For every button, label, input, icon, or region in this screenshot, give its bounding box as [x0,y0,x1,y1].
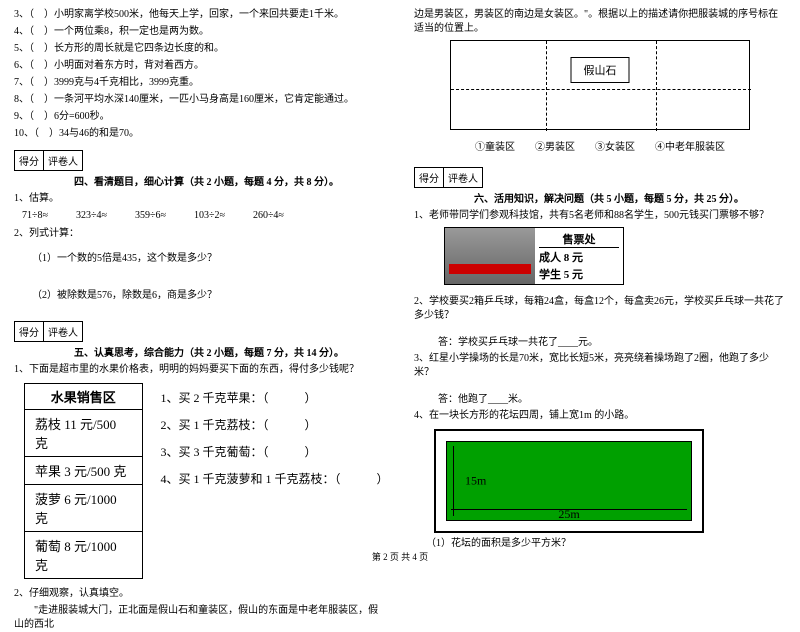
page-footer: 第 2 页 共 4 页 [0,550,800,563]
score-box: 得分 评卷人 [14,321,83,342]
judgment-list: 3、（ ）小明家离学校500米，他每天上学，回家，一个来回共要走1千米。 4、（… [14,8,386,141]
q6-4a: （1）花坛的面积是多少平方米？ [426,537,786,551]
q6-4: 4、在一块长方形的花坛四周，铺上宽1m 的小路。 [414,409,786,423]
map-options: ①童装区 ②男装区 ③女装区 ④中老年服装区 [414,138,786,153]
ticket-prices: 售票处 成人 8 元 学生 5 元 [535,228,623,284]
q5-2b: "走进服装城大门，正北面是假山石和童装区，假山的东面是中老年服装区，假山的西北 [14,604,386,632]
judgment-item: 9、（ ）6分=600秒。 [14,110,386,124]
map-divider [546,41,547,131]
judgment-item: 3、（ ）小明家离学校500米，他每天上学，回家，一个来回共要走1千米。 [14,8,386,22]
calc2-b: （2）被除数是576，除数是6，商是多少？ [32,286,386,301]
map-divider [451,89,751,90]
grader-label: 评卷人 [44,322,82,341]
buy-item: 4、买 1 千克菠萝和 1 千克荔枝：（ ） [161,470,386,487]
judgment-item: 10、（ ）34与46的和是70。 [14,127,386,141]
fruit-header: 水果销售区 [25,384,142,410]
ticket-student: 学生 5 元 [539,266,619,282]
garden-inner: 15m 25m [446,441,692,521]
ans-6-2: 答：学校买乒乓球一共花了____元。 [438,333,786,348]
judgment-item: 7、（ ）3999克与4千克相比，3999克重。 [14,76,386,90]
ticket-image [445,228,535,284]
q6-3: 3、红星小学操场的长是70米，宽比长短5米，亮亮绕着操场跑了2圈，他跑了多少米？ [414,352,786,380]
calc-item: 103÷2≈ [194,210,225,221]
ticket-box: 售票处 成人 8 元 学生 5 元 [444,227,624,285]
calc-item: 71÷8≈ [22,210,48,221]
judgment-item: 6、（ ）小明面对着东方时，背对着西方。 [14,59,386,73]
cont-text: 边是男装区，男装区的南边是女装区。"。根据以上的描述请你把服装城的序号标在适当的… [414,8,786,36]
q5-2a: 2、仔细观察，认真填空。 [14,587,386,601]
fruit-row: 苹果 3 元/500 克 [25,457,142,485]
calc2-a: （1）一个数的5倍是435，这个数是多少？ [32,249,386,264]
calc-item: 260÷4≈ [253,210,284,221]
score-box: 得分 评卷人 [14,150,83,171]
ticket-adult: 成人 8 元 [539,249,619,265]
garden-figure: 15m 25m [434,429,704,533]
section-5-title: 五、认真思考，综合能力（共 2 小题，每题 7 分，共 14 分）。 [74,344,386,359]
score-label: 得分 [15,151,44,170]
map-divider [656,41,657,131]
judgment-item: 5、（ ）长方形的周长就是它四条边长度的和。 [14,42,386,56]
buy-item: 1、买 2 千克苹果：（ ） [161,389,386,406]
mall-map: 假山石 [450,40,750,130]
grader-label: 评卷人 [444,168,482,187]
fruit-row: 菠萝 6 元/1000 克 [25,485,142,532]
q6-1: 1、老师带同学们参观科技馆，共有5名老师和88名学生，500元钱买门票够不够？ [414,209,786,223]
buy-item: 2、买 1 千克荔枝：（ ） [161,416,386,433]
rock-label: 假山石 [571,57,630,83]
calc-item: 359÷6≈ [135,210,166,221]
calc-item: 323÷4≈ [76,210,107,221]
ans-6-3: 答：他跑了____米。 [438,390,786,405]
left-column: 3、（ ）小明家离学校500米，他每天上学，回家，一个来回共要走1千米。 4、（… [0,0,400,565]
q5-1: 1、下面是超市里的水果价格表，明明的妈妈要买下面的东西，得付多少钱呢？ [14,363,386,377]
calc2-label: 2、列式计算： [14,227,386,241]
dim-h-label: 25m [558,507,579,522]
grader-label: 评卷人 [44,151,82,170]
calc-label: 1、估算。 [14,192,386,206]
section-6-title: 六、活用知识，解决问题（共 5 小题，每题 5 分，共 25 分）。 [474,190,786,205]
score-label: 得分 [15,322,44,341]
ticket-header: 售票处 [539,231,619,248]
buy-item: 3、买 3 千克葡萄：（ ） [161,443,386,460]
fruit-row: 荔枝 11 元/500 克 [25,410,142,457]
judgment-item: 4、（ ）一个两位乘8，积一定也是两为数。 [14,25,386,39]
score-label: 得分 [415,168,444,187]
calc-row: 71÷8≈ 323÷4≈ 359÷6≈ 103÷2≈ 260÷4≈ [22,210,386,221]
q6-2: 2、学校要买2箱乒乓球，每箱24盒，每盒12个，每盒卖26元，学校买乒乓球一共花… [414,295,786,323]
score-box: 得分 评卷人 [414,167,483,188]
judgment-item: 8、（ ）一条河平均水深140厘米，一匹小马身高是160厘米，它肯定能通过。 [14,93,386,107]
section-4-title: 四、看清题目，细心计算（共 2 小题，每题 4 分，共 8 分）。 [74,173,386,188]
dim-v-arrow-icon [453,446,454,516]
dim-v-label: 15m [465,474,486,489]
right-column: 边是男装区，男装区的南边是女装区。"。根据以上的描述请你把服装城的序号标在适当的… [400,0,800,565]
